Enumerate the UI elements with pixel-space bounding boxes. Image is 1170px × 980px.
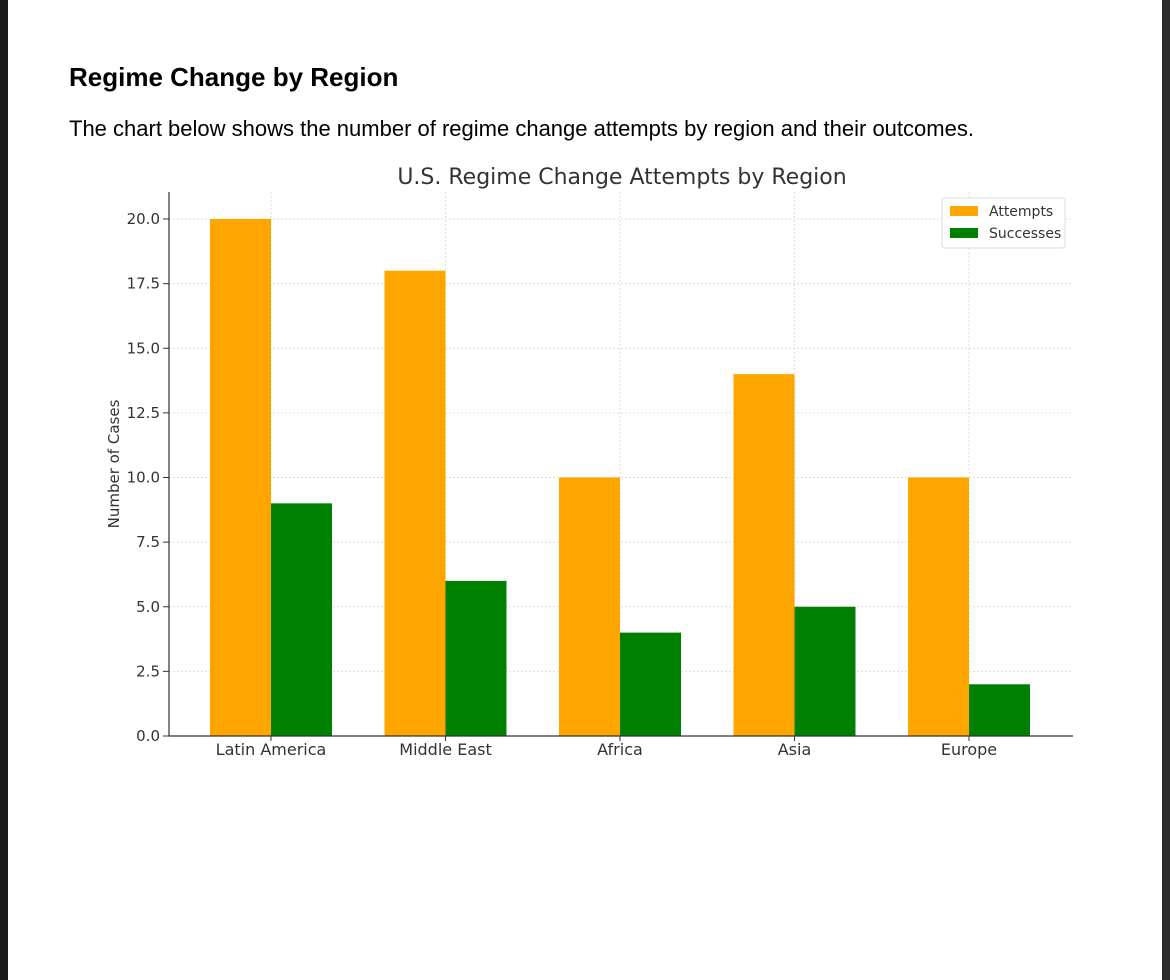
bar-successes-asia — [794, 606, 856, 736]
right-window-edge — [1162, 0, 1170, 980]
legend-label-attempts: Attempts — [989, 204, 1053, 220]
y-tick-label: 17.5 — [127, 275, 160, 293]
legend-swatch-attempts — [950, 206, 978, 216]
y-tick-label: 5.0 — [136, 598, 160, 616]
bar-attempts-europe — [908, 477, 969, 736]
y-tick-label: 15.0 — [127, 339, 160, 357]
y-tick-label: 2.5 — [136, 662, 160, 680]
page-title: Regime Change by Region — [69, 62, 399, 92]
chart-title: U.S. Regime Change Attempts by Region — [397, 165, 846, 190]
x-tick-label: Middle East — [399, 740, 491, 759]
y-tick-label: 20.0 — [127, 210, 160, 228]
legend-label-successes: Successes — [989, 226, 1061, 242]
y-axis-label: Number of Cases — [105, 399, 123, 528]
x-tick-label: Africa — [597, 740, 643, 759]
x-tick-label: Europe — [941, 740, 997, 759]
bar-successes-middle-east — [445, 580, 507, 736]
left-window-edge — [0, 0, 8, 980]
bar-attempts-africa — [559, 477, 620, 736]
bar-successes-africa — [620, 632, 681, 736]
legend-swatch-successes — [950, 228, 978, 238]
bar-successes-latin-america — [271, 503, 332, 736]
x-tick-label: Latin America — [216, 740, 327, 759]
bar-successes-europe — [969, 684, 1030, 736]
y-tick-label: 0.0 — [136, 727, 160, 745]
y-tick-label: 12.5 — [127, 404, 160, 422]
bar-attempts-middle-east — [384, 270, 446, 736]
intro-paragraph: The chart below shows the number of regi… — [69, 116, 974, 141]
bar-attempts-asia — [733, 374, 795, 736]
bar-attempts-latin-america — [210, 219, 271, 736]
x-tick-label: Asia — [778, 740, 812, 759]
y-tick-label: 10.0 — [127, 469, 160, 487]
y-tick-label: 7.5 — [136, 533, 160, 551]
